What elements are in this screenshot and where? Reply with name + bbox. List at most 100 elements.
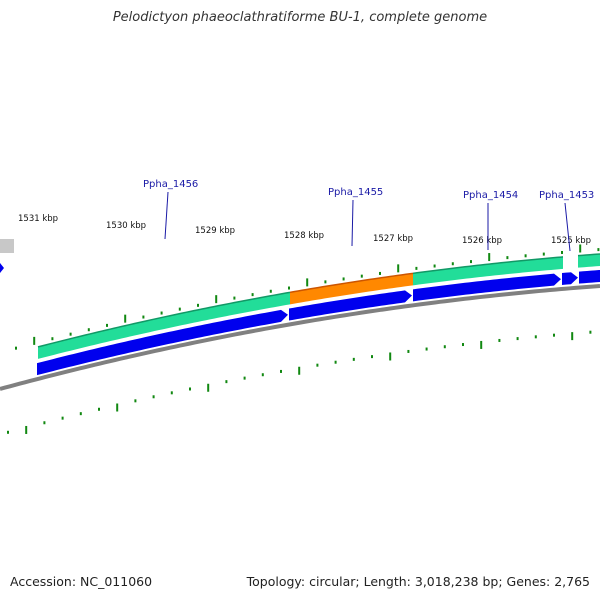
kbp-label: 1528 kbp (284, 231, 324, 241)
backbone-fragment (0, 239, 14, 253)
lower-tick (134, 399, 137, 403)
lower-tick (316, 363, 319, 367)
lower-tick (79, 412, 82, 416)
lower-tick (589, 330, 592, 334)
gene-block-edge (577, 253, 600, 257)
upper-tick (33, 336, 36, 345)
cds-arrow (562, 272, 578, 285)
upper-tick (379, 271, 381, 275)
upper-tick (69, 332, 72, 336)
upper-tick (597, 248, 600, 252)
lower-tick (43, 421, 46, 425)
lower-tick (298, 366, 301, 375)
lower-tick (7, 430, 9, 434)
upper-tick (506, 256, 509, 260)
lower-tick (189, 387, 191, 391)
upper-tick (488, 253, 491, 262)
upper-tick (269, 289, 272, 293)
lower-tick (553, 333, 555, 337)
lower-tick (207, 383, 210, 392)
gene-block (578, 253, 600, 268)
genome-stats-label: Topology: circular; Length: 3,018,238 bp… (246, 574, 590, 589)
lower-tick (371, 355, 373, 359)
cds-arrow (37, 309, 288, 376)
upper-tick (451, 262, 454, 266)
cds-arrow-partial (0, 263, 4, 273)
lower-tick (516, 337, 519, 341)
gene-block (38, 292, 290, 359)
upper-tick (288, 286, 290, 290)
lower-tick (407, 349, 410, 353)
gene-block-edge (412, 256, 564, 275)
lower-tick (480, 340, 483, 349)
gene-block-edge (289, 272, 414, 294)
lower-tick (243, 376, 246, 380)
lower-tick (261, 373, 264, 377)
upper-tick (160, 311, 163, 315)
gene-label-leader (351, 199, 354, 247)
gene-label: Ppha_1453 (539, 190, 594, 201)
lower-tick (498, 338, 501, 342)
cds-track (0, 263, 600, 376)
upper-tick (360, 274, 363, 278)
lower-tick (534, 335, 537, 339)
kbp-label: 1526 kbp (462, 236, 502, 246)
kbp-label: 1525 kbp (551, 236, 591, 246)
lower-tick (25, 425, 28, 434)
upper-tick (470, 260, 472, 264)
lower-tick (225, 380, 228, 384)
upper-tick (51, 337, 54, 341)
upper-tick (524, 254, 527, 258)
upper-tick (87, 328, 90, 332)
upper-tick (124, 314, 127, 323)
lower-tick (334, 360, 337, 364)
kbp-label: 1527 kbp (373, 234, 413, 244)
lower-tick (443, 345, 446, 349)
upper-tick (415, 266, 418, 270)
kbp-label: 1530 kbp (106, 221, 146, 231)
upper-tick (579, 244, 582, 253)
lower-tick (462, 343, 464, 347)
upper-tick (142, 315, 145, 319)
lower-tick (280, 369, 282, 373)
accession-label: Accession: NC_011060 (10, 574, 153, 589)
upper-tick (15, 346, 17, 350)
upper-tick (178, 307, 181, 311)
upper-tick (397, 264, 400, 273)
upper-tick (561, 250, 563, 254)
gene-label-leader (164, 191, 169, 240)
lower-tick (425, 347, 428, 351)
kbp-label: 1529 kbp (195, 226, 235, 236)
gene-label-leader (564, 202, 571, 252)
gene-track (37, 253, 600, 359)
upper-tick (197, 303, 199, 307)
gene-label: Ppha_1454 (463, 190, 518, 201)
lower-tick (389, 352, 392, 361)
lower-tick (98, 407, 100, 411)
gene-label: Ppha_1455 (328, 187, 383, 198)
lower-tick (352, 357, 355, 361)
upper-tick (433, 264, 436, 268)
upper-tick (306, 278, 309, 287)
cds-arrow (579, 269, 600, 284)
upper-tick (106, 323, 108, 327)
gene-labels: Ppha_1456 Ppha_1455 Ppha_1454 Ppha_1453 (143, 179, 594, 252)
upper-tick (251, 293, 254, 297)
upper-tick (324, 280, 327, 284)
genome-title: Pelodictyon phaeoclathratiforme BU-1, co… (112, 10, 488, 25)
lower-tick-marks (7, 330, 592, 434)
lower-tick (571, 332, 574, 341)
upper-tick (233, 296, 236, 300)
gene-block (290, 273, 413, 305)
backbone-line (0, 283, 600, 391)
gene-label: Ppha_1456 (143, 179, 198, 190)
lower-tick (61, 416, 64, 420)
gene-block (413, 256, 563, 286)
cds-arrow (289, 290, 412, 321)
upper-tick-marks (15, 244, 600, 350)
upper-tick (342, 277, 345, 281)
lower-tick (152, 395, 155, 399)
lower-tick (116, 403, 119, 412)
